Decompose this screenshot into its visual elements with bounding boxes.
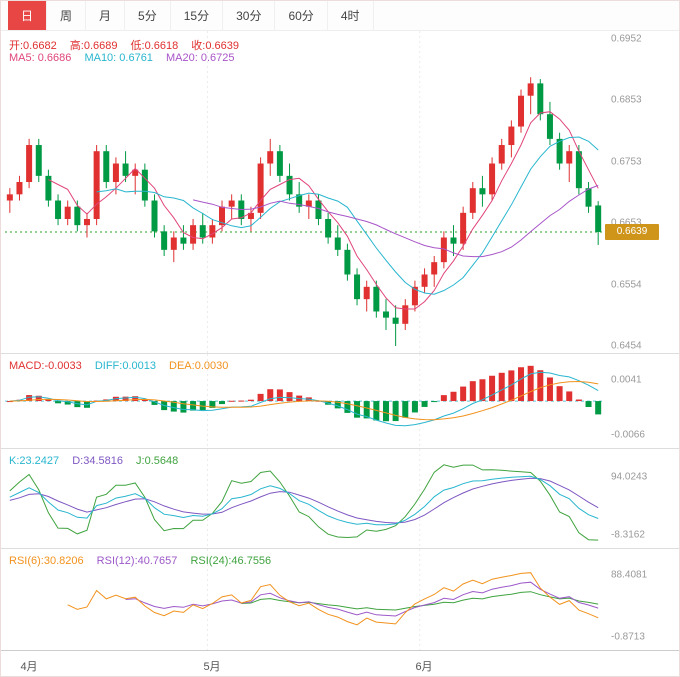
diff-value: DIFF:0.0013 [94, 360, 156, 372]
price-axis-label: 0.6753 [611, 156, 642, 168]
rsi24-value: RSI(24):46.7556 [190, 555, 272, 567]
dea-value: DEA:0.0030 [169, 360, 229, 372]
rsi-panel: RSI(6):30.8206 RSI(12):40.7657 RSI(24):4… [1, 548, 679, 650]
j-value: J:0.5648 [136, 455, 179, 467]
ma5-value: MA5: 0.6686 [9, 52, 72, 64]
ohlc-readout: 开:0.6682 高:0.6689 低:0.6618 收:0.6639 [9, 37, 249, 53]
tab-5min[interactable]: 5分 [125, 1, 171, 30]
last-price-badge: 0.6639 [605, 224, 659, 240]
rsi-readout: RSI(6):30.8206 RSI(12):40.7657 RSI(24):4… [9, 555, 281, 567]
macd-chart[interactable] [5, 354, 603, 448]
month-label-may: 5月 [203, 661, 221, 673]
price-axis-label: 0.6554 [611, 279, 642, 291]
tab-30min[interactable]: 30分 [223, 1, 276, 30]
ma10-value: MA10: 0.6761 [84, 52, 153, 64]
rsi-chart[interactable] [5, 549, 603, 650]
rsi-axis-label: 88.4081 [611, 569, 648, 581]
ma-readout: MA5: 0.6686 MA10: 0.6761 MA20: 0.6725 [9, 52, 245, 64]
k-value: K:23.2427 [9, 455, 60, 467]
ohlc-low: 低:0.6618 [130, 40, 179, 52]
price-panel: 开:0.6682 高:0.6689 低:0.6618 收:0.6639 MA5:… [1, 31, 679, 353]
kdj-axis-label: -8.3162 [611, 529, 645, 541]
kdj-axis-label: 94.0243 [611, 471, 648, 483]
d-value: D:34.5816 [72, 455, 123, 467]
kdj-chart[interactable] [5, 449, 603, 548]
macd-panel: MACD:-0.0033 DIFF:0.0013 DEA:0.0030 0.00… [1, 353, 679, 448]
timeframe-toolbar: 日 周 月 5分 15分 30分 60分 4时 [1, 1, 679, 31]
ohlc-high: 高:0.6689 [69, 40, 118, 52]
macd-readout: MACD:-0.0033 DIFF:0.0013 DEA:0.0030 [9, 360, 238, 372]
macd-axis-label: -0.0066 [611, 429, 645, 441]
tab-4hour[interactable]: 4时 [328, 1, 374, 30]
tab-60min[interactable]: 60分 [275, 1, 328, 30]
rsi-axis-label: -0.8713 [611, 631, 645, 643]
ohlc-open: 开:0.6682 [9, 40, 57, 52]
tab-15min[interactable]: 15分 [171, 1, 224, 30]
price-axis-label: 0.6952 [611, 33, 642, 45]
macd-axis-label: 0.0041 [611, 374, 642, 386]
ma20-value: MA20: 0.6725 [166, 52, 235, 64]
month-label-june: 6月 [415, 661, 433, 673]
price-axis-label: 0.6653 [611, 217, 642, 229]
kdj-panel: K:23.2427 D:34.5816 J:0.5648 94.0243 -8.… [1, 448, 679, 548]
time-axis: 4月 5月 6月 [1, 650, 679, 676]
kdj-readout: K:23.2427 D:34.5816 J:0.5648 [9, 455, 188, 467]
tab-day[interactable]: 日 [8, 1, 48, 30]
candlestick-chart[interactable] [5, 31, 603, 353]
price-axis-label: 0.6454 [611, 340, 642, 352]
rsi12-value: RSI(12):40.7657 [96, 555, 178, 567]
ohlc-close: 收:0.6639 [191, 40, 239, 52]
macd-value: MACD:-0.0033 [9, 360, 82, 372]
price-axis-label: 0.6853 [611, 94, 642, 106]
tab-week[interactable]: 周 [47, 1, 87, 30]
tab-month[interactable]: 月 [86, 1, 126, 30]
rsi6-value: RSI(6):30.8206 [9, 555, 84, 567]
month-label-april: 4月 [20, 661, 38, 673]
